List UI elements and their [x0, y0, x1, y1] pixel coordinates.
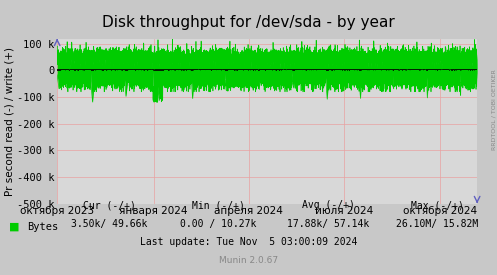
Text: RRDTOOL / TOBI OETIKER: RRDTOOL / TOBI OETIKER	[491, 69, 496, 150]
Text: Cur (-/+): Cur (-/+)	[83, 200, 136, 210]
Text: 0.00 / 10.27k: 0.00 / 10.27k	[180, 219, 257, 229]
Text: Last update: Tue Nov  5 03:00:09 2024: Last update: Tue Nov 5 03:00:09 2024	[140, 237, 357, 247]
Text: Avg (-/+): Avg (-/+)	[302, 200, 354, 210]
Y-axis label: Pr second read (-) / write (+): Pr second read (-) / write (+)	[4, 46, 14, 196]
Text: Bytes: Bytes	[27, 222, 59, 232]
Text: 26.10M/ 15.82M: 26.10M/ 15.82M	[396, 219, 479, 229]
Text: Disk throughput for /dev/sda - by year: Disk throughput for /dev/sda - by year	[102, 15, 395, 30]
Text: Min (-/+): Min (-/+)	[192, 200, 245, 210]
Text: Max (-/+): Max (-/+)	[411, 200, 464, 210]
Text: 17.88k/ 57.14k: 17.88k/ 57.14k	[287, 219, 369, 229]
Text: ■: ■	[9, 222, 19, 232]
Text: 3.50k/ 49.66k: 3.50k/ 49.66k	[71, 219, 148, 229]
Text: Munin 2.0.67: Munin 2.0.67	[219, 256, 278, 265]
